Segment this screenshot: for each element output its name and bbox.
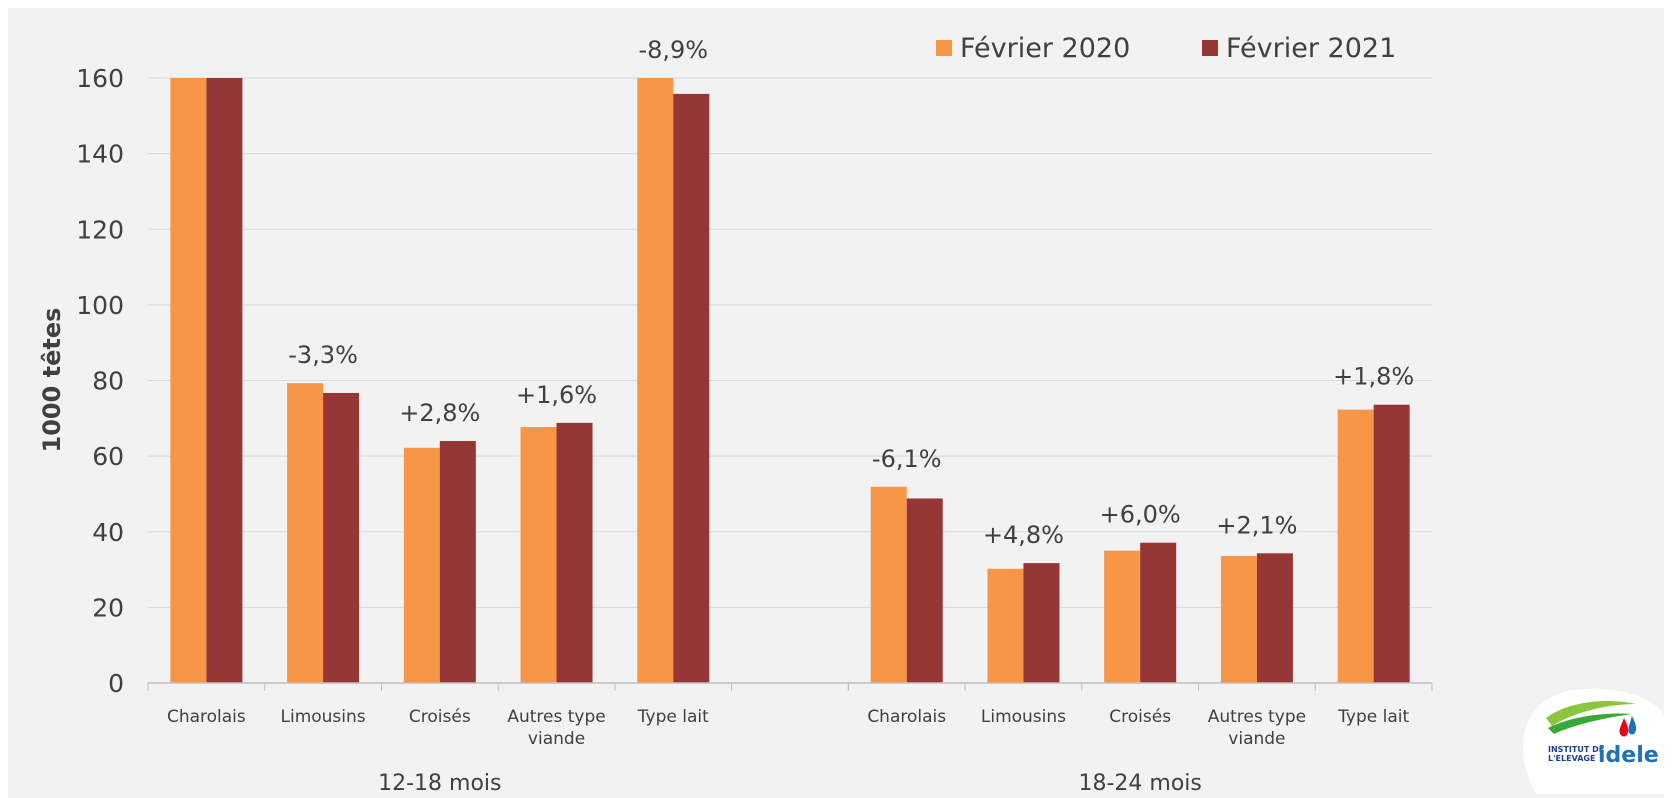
y-tick-label: 20 — [92, 593, 124, 622]
bar-fevrier-2020 — [637, 78, 674, 683]
y-tick-label: 120 — [76, 215, 124, 244]
logo-text-small-1: INSTITUT DE — [1548, 745, 1604, 754]
category-label: viande — [1228, 729, 1285, 749]
bar-fevrier-2021 — [673, 93, 710, 684]
y-tick-label: 60 — [92, 442, 124, 471]
legend-swatch-fevrier-2021 — [1202, 40, 1218, 56]
change-label: +2,8% — [399, 399, 480, 427]
change-label: +1,8% — [1333, 363, 1414, 391]
bar-fevrier-2020 — [1220, 555, 1257, 683]
bar-fevrier-2020 — [1104, 550, 1141, 683]
bar-fevrier-2020 — [1337, 409, 1374, 683]
category-label: Croisés — [409, 707, 471, 727]
bar-fevrier-2020 — [520, 427, 557, 683]
y-tick-label: 100 — [76, 291, 124, 320]
change-label: +1,6% — [516, 381, 597, 409]
bar-fevrier-2021 — [323, 392, 360, 683]
category-label: Charolais — [167, 707, 246, 727]
category-label: Croisés — [1109, 707, 1171, 727]
bar-fevrier-2020 — [287, 383, 324, 683]
bar-fevrier-2020 — [987, 568, 1024, 683]
category-label: viande — [528, 729, 585, 749]
axes: 0 20 40 60 80 100 120 140 160 1000 têtes Charolais… — [38, 64, 1433, 796]
legend-swatch-fevrier-2020 — [936, 40, 952, 56]
category-label: Limousins — [981, 707, 1066, 727]
gridlines — [148, 77, 1432, 608]
group-label: 18-24 mois — [1078, 771, 1201, 796]
change-label: -8,9% — [638, 36, 708, 64]
change-label: -6,1% — [872, 445, 942, 473]
bar-fevrier-2021 — [1373, 404, 1410, 683]
legend-label-fevrier-2021: Février 2021 — [1226, 33, 1396, 64]
legend: Février 2020 Février 2021 — [936, 33, 1396, 64]
bar-fevrier-2020 — [870, 486, 907, 683]
legend-label-fevrier-2020: Février 2020 — [960, 33, 1130, 64]
logo-swoosh-green — [1546, 700, 1636, 726]
category-label: Type lait — [1337, 707, 1409, 727]
bar-fevrier-2020 — [170, 78, 207, 683]
change-label: +6,0% — [1100, 501, 1181, 529]
y-axis-title: 1000 têtes — [38, 308, 66, 453]
category-label: Autres type — [1208, 707, 1306, 727]
y-tick-label: 0 — [108, 669, 124, 698]
bar-fevrier-2021 — [439, 441, 476, 683]
bar-fevrier-2021 — [1023, 563, 1060, 683]
bar-fevrier-2021 — [556, 422, 593, 683]
bars: -3,3% +2,8% +1,6% -8,9% -6,1% +4,8% +6,0% +2,1%… — [170, 36, 1414, 684]
logo-drop-blue — [1628, 716, 1637, 735]
bar-fevrier-2021 — [906, 498, 943, 683]
logo-text-small-2: L'ELEVAGE — [1548, 754, 1595, 763]
bar-fevrier-2021 — [1256, 553, 1293, 683]
y-tick-label: 40 — [92, 518, 124, 547]
bar-fevrier-2021 — [206, 78, 243, 683]
change-label: -3,3% — [288, 341, 358, 369]
idele-logo: INSTITUT DE L'ELEVAGE idele — [1523, 688, 1664, 794]
group-label: 12-18 mois — [378, 771, 501, 796]
category-label: Type lait — [637, 707, 709, 727]
y-tick-label: 80 — [92, 367, 124, 396]
category-label: Autres type — [507, 707, 605, 727]
bar-fevrier-2021 — [1140, 542, 1177, 683]
category-label: Charolais — [867, 707, 946, 727]
bar-fevrier-2020 — [403, 447, 440, 683]
logo-brand-text: idele — [1598, 743, 1659, 768]
logo-drop-red — [1619, 718, 1629, 737]
category-label: Limousins — [281, 707, 366, 727]
change-label: +2,1% — [1216, 511, 1297, 539]
y-tick-label: 140 — [76, 140, 124, 169]
y-tick-label: 160 — [76, 64, 124, 93]
change-label: +4,8% — [983, 521, 1064, 549]
logo-swoosh-green-dark — [1548, 713, 1632, 734]
